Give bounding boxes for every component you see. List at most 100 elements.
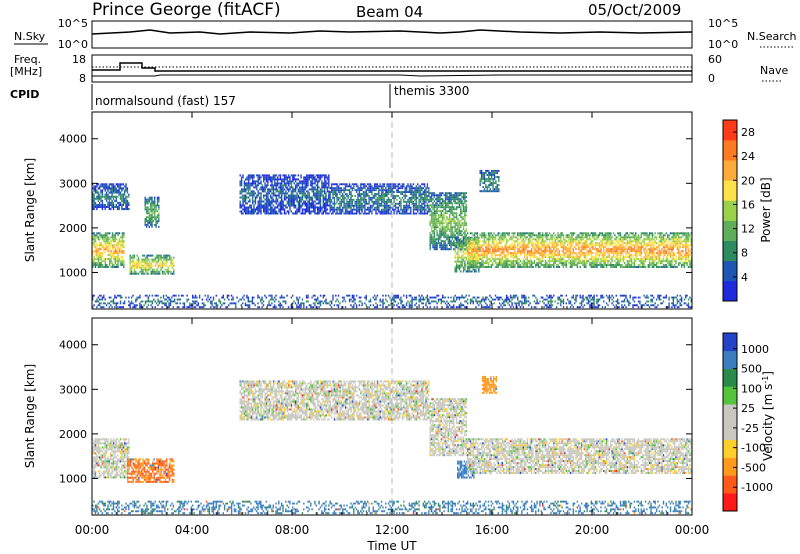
- scatter-cell: [114, 260, 116, 263]
- scatter-cell: [126, 201, 129, 204]
- scatter-cell: [407, 206, 409, 209]
- scatter-cell: [436, 226, 438, 229]
- scatter-cell: [240, 184, 243, 187]
- scatter-cell: [123, 232, 125, 235]
- scatter-cell: [400, 202, 402, 205]
- scatter-cell: [465, 244, 467, 247]
- scatter-cell: [365, 191, 367, 193]
- scatter-cell: [433, 218, 436, 221]
- scatter-cell: [271, 206, 273, 209]
- scatter-cell: [458, 230, 461, 233]
- scatter-cell: [390, 183, 392, 186]
- scatter-cell: [166, 254, 168, 257]
- scatter-cell: [453, 216, 455, 219]
- scatter-cell: [393, 191, 395, 193]
- scatter-cell: [113, 254, 115, 257]
- scatter-cell: [386, 193, 388, 195]
- scatter-cell: [166, 268, 168, 271]
- scatter-cell: [340, 210, 342, 213]
- scatter-cell: [286, 206, 288, 209]
- scatter-cell: [617, 236, 619, 239]
- scatter-cell: [96, 183, 98, 186]
- scatter-cell: [608, 264, 611, 266]
- scatter-cell: [457, 228, 459, 231]
- scatter-cell: [392, 189, 394, 192]
- scatter-cell: [369, 208, 372, 211]
- scatter-cell: [344, 212, 347, 215]
- scatter-cell: [306, 186, 308, 189]
- scatter-cell: [501, 232, 504, 235]
- scatter-cell: [117, 189, 119, 192]
- scatter-cell: [592, 264, 594, 266]
- scatter-cell: [369, 198, 372, 201]
- scatter-cell: [544, 246, 547, 249]
- scatter-cell: [401, 212, 404, 215]
- scatter-cell: [464, 220, 466, 223]
- scatter-cell: [319, 208, 322, 211]
- scatter-cell: [258, 198, 261, 201]
- scatter-cell: [462, 246, 465, 249]
- scatter-cell: [461, 210, 463, 213]
- scatter-cell: [579, 260, 581, 263]
- scatter-cell: [475, 252, 477, 255]
- scatter-cell: [476, 244, 479, 247]
- scatter-cell: [573, 232, 576, 235]
- scatter-cell: [164, 262, 167, 265]
- scatter-cell: [512, 264, 515, 266]
- scatter-cell: [410, 208, 412, 211]
- scatter-cell: [376, 208, 379, 211]
- scatter-cell: [314, 188, 316, 191]
- scatter-cell: [462, 218, 465, 221]
- scatter-cell: [125, 183, 127, 186]
- scatter-cell: [532, 238, 534, 241]
- scatter-cell: [594, 258, 597, 261]
- scatter-cell: [439, 242, 441, 245]
- scatter-cell: [454, 194, 456, 197]
- scatter-cell: [455, 206, 458, 209]
- scatter-cell: [294, 194, 297, 197]
- scatter-cell: [560, 260, 562, 263]
- scatter-cell: [522, 266, 524, 268]
- scatter-cell: [271, 182, 273, 185]
- scatter-cell: [357, 185, 359, 188]
- scatter-cell: [239, 182, 241, 185]
- scatter-cell: [283, 188, 286, 191]
- scatter-cell: [448, 200, 451, 203]
- scatter-cell: [601, 254, 604, 257]
- scatter-cell: [543, 254, 545, 257]
- scatter-cell: [358, 202, 361, 205]
- scatter-cell: [430, 236, 433, 239]
- scatter-cell: [264, 210, 266, 213]
- scatter-cell: [93, 195, 95, 198]
- scatter-cell: [111, 232, 114, 235]
- scatter-cell: [465, 248, 467, 251]
- scatter-cell: [475, 232, 477, 235]
- scatter-cell: [440, 226, 442, 229]
- scatter-cell: [118, 208, 120, 211]
- scatter-cell: [572, 264, 574, 266]
- scatter-cell: [418, 200, 420, 203]
- scatter-cell: [368, 195, 370, 197]
- scatter-cell: [268, 202, 270, 205]
- scatter-cell: [378, 195, 380, 197]
- scatter-cell: [521, 236, 523, 239]
- scatter-cell: [473, 234, 476, 237]
- scatter-cell: [493, 248, 495, 251]
- scatter-cell: [116, 238, 118, 241]
- scatter-cell: [270, 210, 272, 213]
- scatter-cell: [428, 206, 430, 209]
- scatter-cell: [340, 195, 342, 197]
- scatter-cell: [112, 185, 115, 188]
- scatter-cell: [252, 174, 254, 177]
- scatter-cell: [126, 205, 129, 208]
- scatter-cell: [472, 262, 474, 265]
- scatter-cell: [444, 236, 447, 239]
- scatter-cell: [482, 236, 484, 239]
- scatter-cell: [117, 201, 119, 204]
- scatter-cell: [387, 193, 390, 195]
- scatter-cell: [293, 178, 295, 181]
- scatter-cell: [547, 244, 549, 247]
- scatter-cell: [122, 201, 124, 204]
- scatter-cell: [93, 258, 95, 261]
- scatter-cell: [156, 272, 158, 275]
